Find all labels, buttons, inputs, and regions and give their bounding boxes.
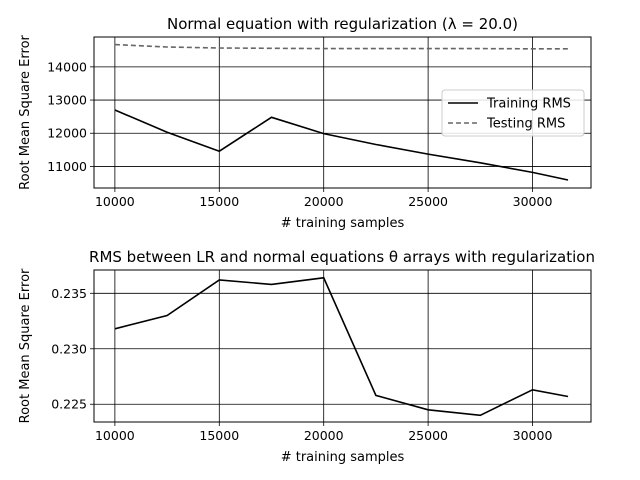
x-axis-label: # training samples xyxy=(281,216,405,231)
y-tick-label: 14000 xyxy=(47,59,87,74)
y-tick-label: 0.235 xyxy=(51,286,87,301)
y-tick-label: 11000 xyxy=(47,159,87,174)
y-tick-label: 12000 xyxy=(47,126,87,141)
x-tick-label: 25000 xyxy=(408,428,448,443)
y-axis-label: Root Mean Square Error xyxy=(18,268,33,423)
x-tick-label: 20000 xyxy=(304,428,344,443)
y-tick-label: 13000 xyxy=(47,93,87,108)
x-tick-label: 15000 xyxy=(199,428,239,443)
legend-box xyxy=(441,89,585,137)
y-tick-label: 0.230 xyxy=(51,341,87,356)
x-tick-label: 20000 xyxy=(304,194,344,209)
chart-1: 10000 15000 20000 25000 30000 11000 12000 13000… xyxy=(18,15,592,231)
x-tick-label: 30000 xyxy=(513,194,553,209)
legend-label: Training RMS xyxy=(486,97,571,112)
series-line-1 xyxy=(114,276,569,417)
series-line-2 xyxy=(114,43,568,50)
x-tick-label: 25000 xyxy=(408,194,448,209)
x-tick-label: 10000 xyxy=(95,428,135,443)
x-axis-label: # training samples xyxy=(281,450,405,465)
y-tick-label: 0.225 xyxy=(51,397,87,412)
x-tick-label: 15000 xyxy=(199,194,239,209)
x-tick-label: 30000 xyxy=(513,428,553,443)
plot-frame xyxy=(93,269,592,423)
legend-label: Testing RMS xyxy=(486,117,565,132)
series-line-1 xyxy=(114,109,569,181)
chart-title: Normal equation with regularization (λ =… xyxy=(167,15,518,33)
y-axis-label: Root Mean Square Error xyxy=(18,34,33,189)
plot-frame xyxy=(93,36,592,189)
chart-title: RMS between LR and normal equations θ ar… xyxy=(89,248,595,266)
x-tick-label: 10000 xyxy=(95,194,135,209)
chart-2: 10000 15000 20000 25000 30000 0.225 0.230 0.235… xyxy=(18,248,595,465)
